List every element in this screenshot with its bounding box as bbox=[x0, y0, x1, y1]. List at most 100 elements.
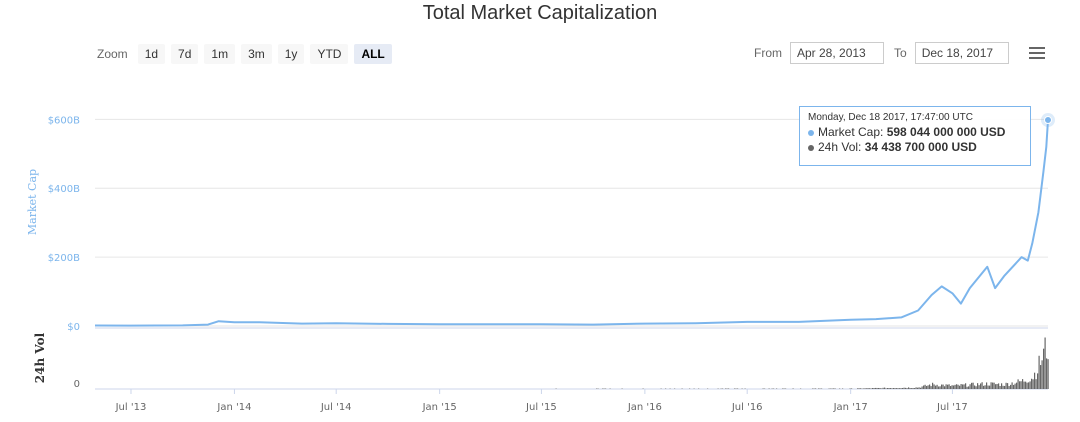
volume-bar bbox=[965, 383, 967, 389]
volume-bar bbox=[885, 388, 887, 389]
market-cap-hover-point bbox=[1044, 116, 1052, 125]
volume-bar bbox=[915, 387, 917, 389]
volume-bar bbox=[939, 386, 941, 389]
volume-bar bbox=[984, 385, 986, 389]
date-range: From To bbox=[754, 42, 1019, 64]
volume-bar bbox=[870, 388, 872, 389]
volume-bar bbox=[974, 385, 976, 389]
volume-bar bbox=[869, 388, 871, 389]
volume-bar bbox=[768, 388, 770, 389]
volume-bar bbox=[975, 386, 977, 389]
tooltip-volume-value: 34 438 700 000 USD bbox=[864, 140, 977, 154]
volume-bar bbox=[953, 385, 955, 389]
volume-bar bbox=[873, 388, 875, 389]
volume-bar bbox=[1014, 383, 1016, 389]
volume-bar bbox=[879, 388, 881, 389]
volume-bar bbox=[1034, 372, 1036, 389]
x-tick-label: Jan '17 bbox=[833, 402, 868, 413]
volume-bar bbox=[912, 387, 914, 389]
volume-bar bbox=[905, 387, 907, 389]
volume-bar bbox=[929, 384, 931, 389]
volume-bar bbox=[957, 384, 959, 389]
volume-bar bbox=[951, 385, 953, 389]
volume-bar bbox=[911, 388, 913, 389]
tooltip-volume-label: 24h Vol: bbox=[818, 140, 865, 154]
volume-bar bbox=[1044, 337, 1046, 389]
volume-dot-icon bbox=[808, 144, 814, 151]
volume-bar bbox=[834, 388, 836, 389]
volume-bar bbox=[866, 388, 868, 389]
volume-bar bbox=[998, 383, 1000, 389]
y-tick-label: $400B bbox=[48, 184, 80, 195]
volume-bar bbox=[1022, 379, 1024, 389]
volume-bar bbox=[897, 388, 899, 389]
volume-bar bbox=[858, 388, 860, 389]
volume-bar bbox=[977, 383, 979, 389]
x-tick-label: Jul '14 bbox=[320, 402, 352, 413]
volume-bar bbox=[792, 388, 794, 389]
to-label: To bbox=[894, 46, 907, 60]
volume-bar bbox=[815, 388, 817, 389]
zoom-label: Zoom bbox=[97, 47, 128, 61]
volume-bar bbox=[960, 384, 962, 389]
zoom-1m-button[interactable]: 1m bbox=[204, 44, 236, 64]
volume-bar bbox=[872, 388, 874, 389]
tooltip-volume-row: 24h Vol: 34 438 700 000 USD bbox=[808, 140, 1022, 155]
volume-bar bbox=[887, 388, 889, 389]
volume-bar bbox=[980, 383, 982, 389]
market-cap-series-line bbox=[94, 119, 1049, 327]
volume-bar bbox=[1004, 385, 1006, 389]
volume-bar bbox=[864, 388, 866, 389]
x-tick-label: Jan '14 bbox=[216, 402, 251, 413]
zoom-1y-button[interactable]: 1y bbox=[277, 44, 305, 64]
volume-bar bbox=[1016, 382, 1018, 389]
volume-bar bbox=[1005, 382, 1007, 389]
volume-bar bbox=[969, 384, 971, 389]
volume-bar bbox=[962, 384, 964, 389]
zoom-ytd-button[interactable]: YTD bbox=[310, 44, 349, 64]
volume-bar bbox=[947, 384, 949, 389]
volume-bar bbox=[950, 386, 952, 389]
zoom-3m-button[interactable]: 3m bbox=[241, 44, 272, 64]
zoom-7d-button[interactable]: 7d bbox=[171, 44, 199, 64]
volume-bar bbox=[906, 388, 908, 389]
volume-bar bbox=[849, 388, 851, 389]
volume-bar bbox=[1041, 360, 1043, 389]
volume-tick-label: 0 bbox=[74, 379, 80, 390]
volume-bar bbox=[935, 385, 937, 389]
volume-bar bbox=[986, 382, 988, 389]
volume-bar bbox=[966, 386, 968, 389]
volume-bar bbox=[954, 384, 956, 389]
volume-bar bbox=[867, 388, 869, 389]
volume-bar bbox=[1028, 382, 1030, 389]
hamburger-menu-icon[interactable] bbox=[1029, 47, 1045, 59]
volume-bar bbox=[818, 388, 820, 389]
tooltip-date: Monday, Dec 18 2017, 17:47:00 UTC bbox=[808, 112, 973, 123]
volume-bar bbox=[1010, 384, 1012, 389]
volume-bar bbox=[893, 388, 895, 389]
volume-bar bbox=[876, 387, 878, 389]
volume-bar bbox=[936, 384, 938, 389]
x-tick-label: Jul '13 bbox=[115, 402, 147, 413]
from-date-input[interactable] bbox=[790, 42, 884, 64]
volume-bar bbox=[944, 386, 946, 389]
volume-bar bbox=[993, 382, 995, 389]
volume-bar bbox=[959, 385, 961, 389]
volume-bar bbox=[1047, 359, 1049, 389]
volume-bar bbox=[882, 387, 884, 389]
volume-bar bbox=[900, 388, 902, 389]
zoom-1d-button[interactable]: 1d bbox=[137, 44, 166, 64]
volume-bar bbox=[981, 382, 983, 389]
volume-bar bbox=[1017, 379, 1019, 389]
volume-bar bbox=[914, 388, 916, 389]
to-date-input[interactable] bbox=[914, 42, 1009, 64]
zoom-all-button[interactable]: ALL bbox=[354, 44, 392, 64]
volume-bar bbox=[989, 385, 991, 389]
volume-bar bbox=[956, 384, 958, 389]
volume-bar bbox=[888, 388, 890, 389]
tooltip-market-cap-label: Market Cap: bbox=[818, 125, 887, 139]
volume-bar bbox=[1043, 348, 1045, 389]
volume-bar bbox=[902, 387, 904, 389]
volume-bar bbox=[1007, 383, 1009, 389]
